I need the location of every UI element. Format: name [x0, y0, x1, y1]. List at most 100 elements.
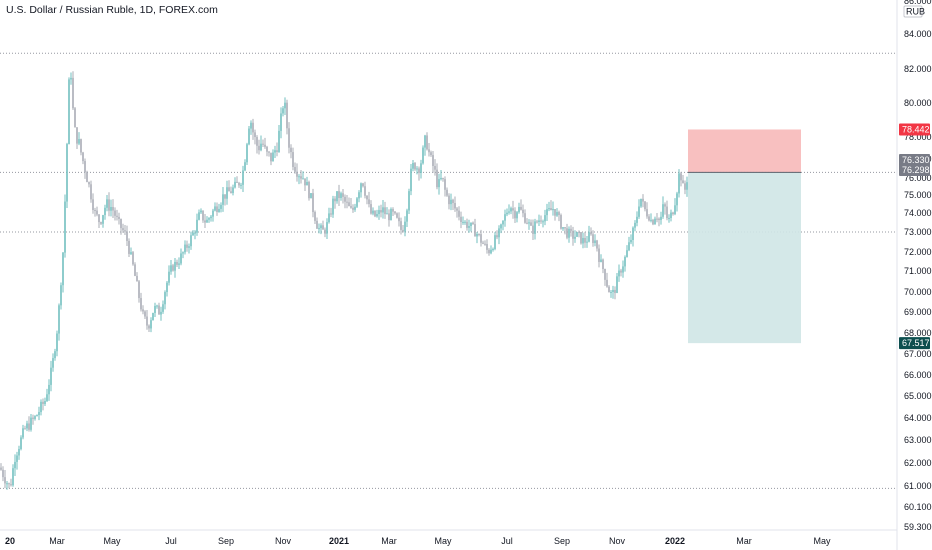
candle-body [290, 147, 292, 153]
candle [626, 245, 628, 258]
candle [494, 232, 496, 251]
candle-body [408, 191, 410, 211]
price-tag [899, 154, 930, 166]
candle-body [564, 227, 566, 229]
candle [408, 188, 410, 214]
candle [178, 257, 180, 269]
candle-body [652, 219, 654, 225]
candle [216, 202, 218, 216]
candle-body [320, 225, 322, 229]
candle-body [594, 240, 596, 243]
candle-body [480, 234, 482, 243]
candle [210, 215, 212, 222]
candle-body [108, 199, 110, 211]
candle [338, 184, 340, 206]
candle-body [672, 212, 674, 215]
candle [46, 388, 48, 403]
candle [56, 330, 58, 357]
candle-body [448, 195, 450, 205]
candle-body [382, 207, 384, 213]
candle [112, 199, 114, 218]
candle [300, 170, 302, 184]
candle [418, 166, 420, 181]
candle-body [402, 229, 404, 232]
candle [512, 200, 514, 219]
candle-body [204, 220, 206, 223]
candle [664, 202, 666, 215]
candle [610, 289, 612, 298]
candle-body [56, 333, 58, 352]
candle [544, 209, 546, 226]
candle-body [284, 102, 286, 109]
candle [568, 226, 570, 243]
candle [310, 193, 312, 199]
candle [222, 186, 224, 212]
price-tick-label: 80.000 [904, 98, 932, 108]
candle [232, 184, 234, 196]
candle-body [498, 228, 500, 238]
candle [302, 171, 304, 180]
candle [76, 127, 78, 149]
candle [618, 264, 620, 282]
candle [620, 268, 622, 277]
candle [228, 180, 230, 192]
candle [660, 211, 662, 225]
candle-body [138, 281, 140, 299]
candle [20, 435, 22, 451]
candle-body [396, 213, 398, 218]
candle [652, 218, 654, 226]
candle [244, 159, 246, 172]
candle-body [130, 252, 132, 254]
candle-body [226, 187, 228, 199]
candle [350, 198, 352, 209]
candle [138, 279, 140, 303]
candle [538, 214, 540, 227]
candle-body [146, 316, 148, 326]
candle-body [534, 221, 536, 234]
candle [402, 225, 404, 233]
candle [506, 208, 508, 217]
candle-body [234, 181, 236, 188]
candle [322, 220, 324, 230]
candle-body [322, 225, 324, 230]
price-tag [899, 164, 930, 176]
candle [632, 226, 634, 247]
candle [160, 306, 162, 321]
price-tag-label: 76.298 [902, 165, 930, 175]
candle-body [426, 135, 428, 150]
candle-body [500, 224, 502, 229]
candle [598, 244, 600, 268]
candle [548, 201, 550, 212]
candle [452, 198, 454, 210]
candle [352, 204, 354, 213]
candle [152, 312, 154, 321]
candle [676, 191, 678, 212]
candle-body [606, 279, 608, 287]
candle-body [612, 289, 614, 292]
candle [106, 195, 108, 212]
candle-body [400, 221, 402, 230]
candle [150, 317, 152, 333]
candle-body [370, 204, 372, 214]
candle-body [472, 222, 474, 225]
candle [594, 234, 596, 247]
candle [2, 466, 4, 482]
candle-body [622, 266, 624, 273]
candle-body [378, 210, 380, 215]
candle-body [306, 181, 308, 186]
candle [458, 206, 460, 221]
candle-body [520, 206, 522, 210]
candle-body [218, 208, 220, 212]
candle [524, 209, 526, 224]
candle [658, 217, 660, 227]
candle [636, 211, 638, 227]
candle [528, 219, 530, 230]
candle [504, 209, 506, 227]
candle [292, 147, 294, 171]
candle-body [110, 207, 112, 211]
candle-body [150, 320, 152, 329]
candle-body [240, 184, 242, 186]
candle [50, 360, 52, 392]
currency-label: RUB [906, 7, 925, 17]
